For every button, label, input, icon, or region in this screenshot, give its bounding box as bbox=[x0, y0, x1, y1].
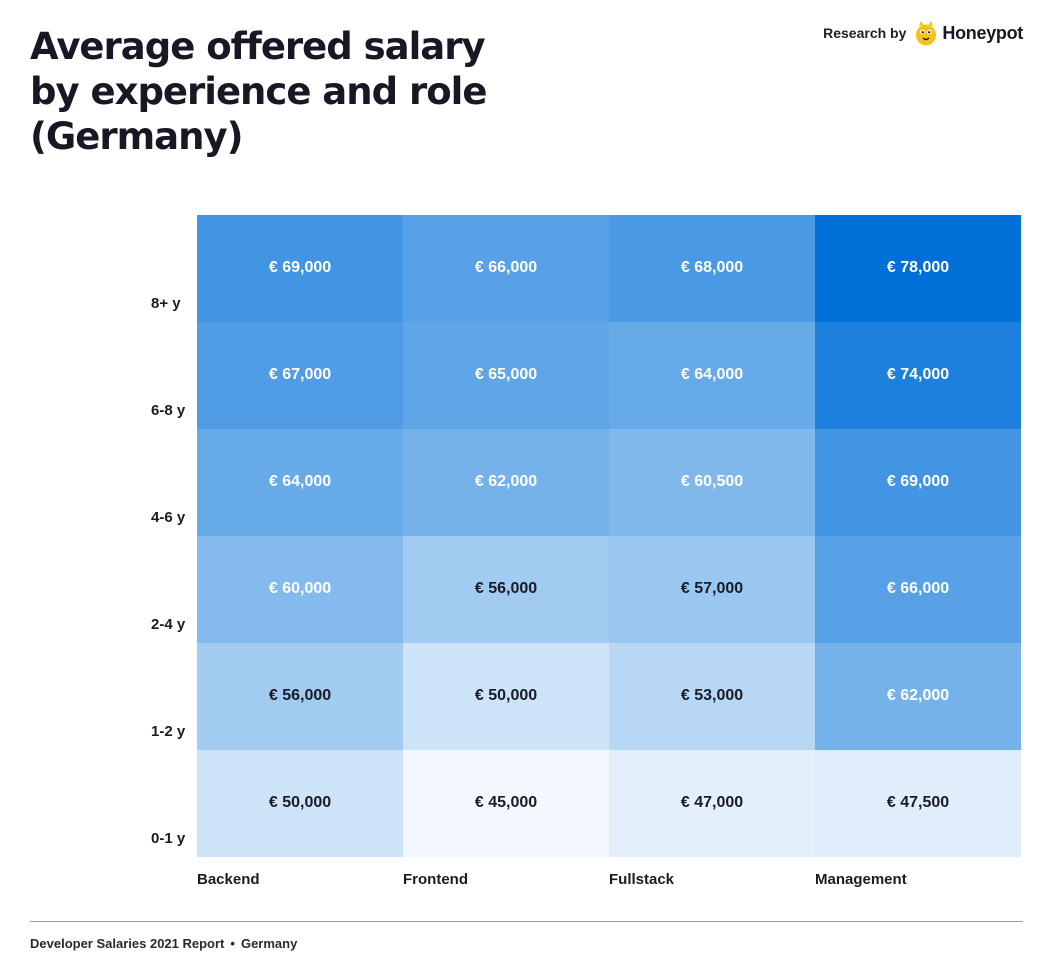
footer: Developer Salaries 2021 Report • Germany bbox=[30, 936, 297, 951]
footer-divider bbox=[30, 921, 1023, 922]
cell-value-label: € 66,000 bbox=[475, 259, 537, 276]
row-label: 2-4 y bbox=[151, 616, 186, 633]
heatmap-cell bbox=[197, 643, 403, 750]
heatmap-cell bbox=[815, 322, 1021, 429]
cell-value-label: € 69,000 bbox=[269, 259, 331, 276]
cell-value-label: € 47,000 bbox=[681, 794, 743, 811]
heatmap-cell bbox=[609, 536, 815, 643]
cell-value-label: € 62,000 bbox=[887, 687, 949, 704]
heatmap-cell bbox=[815, 215, 1021, 322]
cell-value-label: € 45,000 bbox=[475, 794, 537, 811]
cell-value-label: € 62,000 bbox=[475, 473, 537, 490]
heatmap-cell bbox=[403, 322, 609, 429]
heatmap-cell bbox=[403, 750, 609, 857]
cell-value-label: € 50,000 bbox=[475, 687, 537, 704]
title-line-1: Average offered salary bbox=[30, 25, 486, 68]
brand-name: Honeypot bbox=[942, 22, 1023, 43]
title-line-3: (Germany) bbox=[30, 115, 244, 158]
heatmap-cell bbox=[403, 643, 609, 750]
cell-value-label: € 67,000 bbox=[269, 366, 331, 383]
honeypot-logo: Honeypot bbox=[914, 20, 1023, 46]
column-label: Fullstack bbox=[609, 871, 675, 888]
heatmap-cell bbox=[403, 536, 609, 643]
cell-value-label: € 68,000 bbox=[681, 259, 743, 276]
footer-country: Germany bbox=[240, 936, 298, 951]
cell-value-label: € 53,000 bbox=[681, 687, 743, 704]
column-label: Backend bbox=[197, 871, 260, 888]
honeypot-mascot-icon bbox=[916, 21, 937, 46]
heatmap-cell bbox=[197, 429, 403, 536]
row-label: 0-1 y bbox=[151, 830, 186, 847]
cell-value-label: € 60,000 bbox=[269, 580, 331, 597]
research-by-label: Research by bbox=[823, 25, 907, 41]
heatmap-cell bbox=[815, 429, 1021, 536]
brand: Research by Honeypot bbox=[823, 20, 1023, 46]
heatmap-cell bbox=[403, 215, 609, 322]
row-label: 8+ y bbox=[151, 295, 181, 312]
heatmap-cell bbox=[815, 750, 1021, 857]
cell-value-label: € 64,000 bbox=[681, 366, 743, 383]
heatmap-cell bbox=[609, 750, 815, 857]
cell-value-label: € 57,000 bbox=[681, 580, 743, 597]
row-label: 4-6 y bbox=[151, 509, 186, 526]
heatmap-cell bbox=[197, 536, 403, 643]
cell-value-label: € 56,000 bbox=[475, 580, 537, 597]
heatmap-cell bbox=[815, 536, 1021, 643]
heatmap-cell bbox=[403, 429, 609, 536]
heatmap-cell bbox=[197, 215, 403, 322]
column-label: Management bbox=[815, 871, 907, 888]
cell-value-label: € 65,000 bbox=[475, 366, 537, 383]
heatmap-cell bbox=[609, 215, 815, 322]
heatmap-cell bbox=[609, 643, 815, 750]
title-line-2: by experience and role bbox=[30, 70, 487, 113]
heatmap-cell bbox=[197, 322, 403, 429]
heatmap-cell bbox=[609, 429, 815, 536]
cell-value-label: € 47,500 bbox=[887, 794, 949, 811]
column-label: Frontend bbox=[403, 871, 468, 888]
cell-value-label: € 66,000 bbox=[887, 580, 949, 597]
cell-value-label: € 50,000 bbox=[269, 794, 331, 811]
cell-value-label: € 64,000 bbox=[269, 473, 331, 490]
chart-title: Average offered salary by experience and… bbox=[30, 24, 550, 159]
heatmap-cell bbox=[815, 643, 1021, 750]
cell-value-label: € 74,000 bbox=[887, 366, 949, 383]
heatmap-cell bbox=[609, 322, 815, 429]
cell-value-label: € 78,000 bbox=[887, 259, 949, 276]
row-label: 6-8 y bbox=[151, 402, 186, 419]
footer-separator: • bbox=[230, 936, 235, 951]
footer-report: Developer Salaries 2021 Report bbox=[30, 936, 225, 951]
heatmap-cell bbox=[197, 750, 403, 857]
cell-value-label: € 56,000 bbox=[269, 687, 331, 704]
cell-value-label: € 60,500 bbox=[681, 473, 743, 490]
row-label: 1-2 y bbox=[151, 723, 186, 740]
cell-value-label: € 69,000 bbox=[887, 473, 949, 490]
